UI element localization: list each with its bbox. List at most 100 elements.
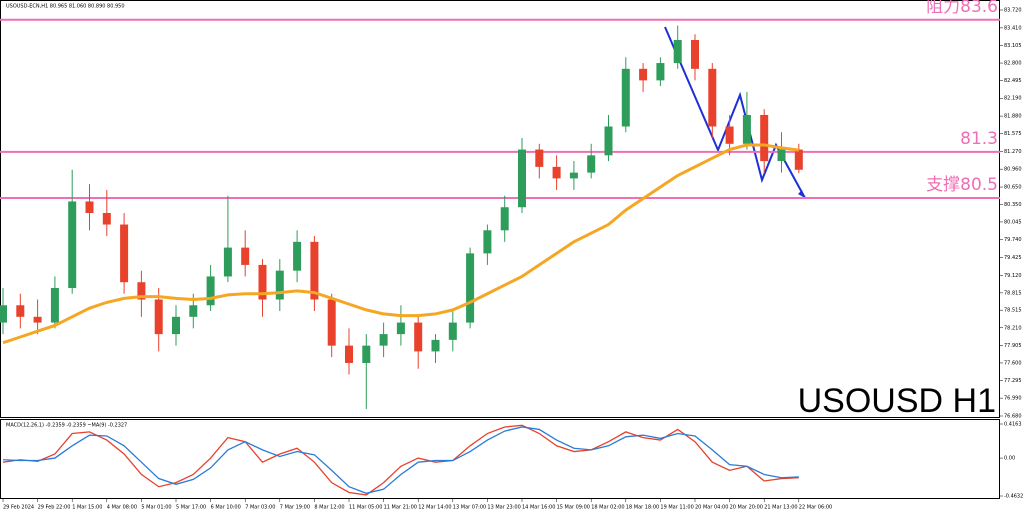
y-tick-label: 81.270 bbox=[1004, 149, 1022, 155]
chart-title: USOUSD-ECN,H1 80.965 81.060 80.890 80.95… bbox=[6, 4, 125, 10]
candle-body bbox=[500, 207, 509, 231]
y-tick-label: 78.515 bbox=[1004, 308, 1022, 314]
y-tick-label: 78.210 bbox=[1004, 325, 1022, 331]
candle-body bbox=[362, 345, 371, 363]
x-tick-label: 7 Mar 03:00 bbox=[245, 505, 275, 511]
x-tick-label: 22 Mar 06:00 bbox=[799, 505, 832, 511]
x-tick-label: 15 Mar 09:00 bbox=[557, 505, 590, 511]
candle-body bbox=[345, 345, 353, 363]
candle-body bbox=[760, 114, 769, 162]
x-tick-label: 5 Mar 01:00 bbox=[141, 505, 171, 511]
y-tick-label: 76.990 bbox=[1004, 396, 1022, 402]
x-tick-label: 7 Mar 19:00 bbox=[280, 505, 310, 511]
candle-body bbox=[604, 126, 613, 156]
candle-body bbox=[258, 264, 267, 300]
candle-body bbox=[535, 149, 544, 167]
x-tick-label: 13 Mar 23:00 bbox=[487, 505, 520, 511]
candle-body bbox=[466, 253, 475, 323]
watermark: USOUSD H1 bbox=[798, 382, 996, 420]
y-tick-label: 76.680 bbox=[1004, 414, 1022, 420]
candle-body bbox=[223, 247, 232, 277]
y-tick-label: 77.295 bbox=[1004, 378, 1022, 384]
candle-body bbox=[639, 68, 648, 81]
candle-body bbox=[708, 68, 717, 127]
candle-body bbox=[742, 114, 751, 144]
x-tick-label: 18 Mar 02:00 bbox=[591, 505, 624, 511]
candle-body bbox=[777, 149, 786, 162]
y-tick-label: 78.815 bbox=[1004, 290, 1022, 296]
y-tick-label: 79.120 bbox=[1004, 273, 1022, 279]
candle-body bbox=[85, 201, 94, 213]
x-tick-label: 8 Mar 12:00 bbox=[314, 505, 344, 511]
x-tick-label: 12 Mar 14:00 bbox=[418, 505, 451, 511]
y-tick-label: 82.495 bbox=[1004, 78, 1022, 84]
y-tick-label: 83.720 bbox=[1004, 8, 1022, 14]
x-tick-label: 14 Mar 16:00 bbox=[522, 505, 555, 511]
x-tick-label: 20 Mar 20:00 bbox=[730, 505, 763, 511]
y-tick-label: 83.410 bbox=[1004, 25, 1022, 31]
main-frame bbox=[0, 0, 1000, 418]
macd-tick-label: 0.4163 bbox=[1004, 422, 1022, 428]
x-tick-label: 21 Mar 13:00 bbox=[764, 505, 797, 511]
candle-body bbox=[518, 149, 526, 208]
x-tick-label: 6 Mar 10:00 bbox=[211, 505, 241, 511]
y-tick-label: 77.905 bbox=[1004, 343, 1022, 349]
y-tick-label: 80.650 bbox=[1004, 185, 1022, 191]
macd-line bbox=[2, 424, 799, 496]
candle-body bbox=[241, 247, 250, 265]
level-label: 支撑80.5 bbox=[926, 175, 998, 195]
candle-body bbox=[68, 201, 77, 288]
candle-body bbox=[725, 126, 734, 144]
candle-body bbox=[16, 305, 25, 317]
candle-body bbox=[656, 63, 665, 81]
level-label: 81.3 bbox=[960, 129, 998, 149]
x-tick-label: 19 Mar 11:00 bbox=[660, 505, 693, 511]
y-tick-label: 80.045 bbox=[1004, 219, 1022, 225]
candle-body bbox=[396, 322, 405, 335]
candle-body bbox=[448, 322, 457, 340]
x-tick-label: 5 Mar 17:00 bbox=[176, 505, 206, 511]
candle-body bbox=[414, 322, 423, 352]
x-tick-label: 13 Mar 07:00 bbox=[453, 505, 486, 511]
x-tick-label: 4 Mar 08:00 bbox=[107, 505, 137, 511]
candle-body bbox=[293, 241, 302, 271]
candle-body bbox=[137, 282, 146, 300]
candle-body bbox=[33, 316, 42, 323]
candle-body bbox=[673, 39, 682, 64]
y-tick-label: 81.575 bbox=[1004, 131, 1022, 137]
candle-body bbox=[0, 305, 7, 323]
y-tick-label: 83.105 bbox=[1004, 43, 1022, 49]
candle-body bbox=[431, 339, 440, 352]
y-tick-label: 81.880 bbox=[1004, 114, 1022, 120]
candle-body bbox=[310, 241, 319, 300]
x-tick-label: 1 Mar 15:00 bbox=[72, 505, 102, 511]
candle-body bbox=[794, 149, 803, 170]
x-tick-label: 11 Mar 05:00 bbox=[349, 505, 382, 511]
candle-body bbox=[587, 155, 596, 173]
x-tick-label: 20 Mar 04:00 bbox=[695, 505, 728, 511]
y-tick-label: 79.740 bbox=[1004, 237, 1022, 243]
candle-body bbox=[154, 299, 163, 335]
x-tick-label: 11 Mar 21:00 bbox=[384, 505, 417, 511]
candle-body bbox=[379, 334, 388, 346]
macd-title: MACD(12,26,1) -0.2359 -0.2359 ~MA(9) -0.… bbox=[6, 423, 127, 429]
candle-body bbox=[172, 316, 180, 335]
candle-body bbox=[691, 39, 699, 69]
y-tick-label: 82.190 bbox=[1004, 96, 1022, 102]
candle-body bbox=[552, 166, 561, 179]
candle-body bbox=[189, 305, 198, 317]
moving-average bbox=[2, 143, 799, 345]
x-tick-label: 18 Mar 18:00 bbox=[626, 505, 659, 511]
macd-tick-label: -0.4632 bbox=[1004, 494, 1023, 500]
candle-body bbox=[102, 213, 111, 225]
candle-body bbox=[327, 299, 336, 346]
level-label: 阻力83.6 bbox=[926, 0, 998, 17]
candle-body bbox=[275, 270, 284, 300]
candle-body bbox=[206, 276, 215, 306]
candle-body bbox=[621, 68, 630, 127]
x-tick-label: 29 Feb 2024 bbox=[3, 505, 34, 511]
y-tick-label: 80.960 bbox=[1004, 167, 1022, 173]
candle-body bbox=[50, 287, 59, 323]
y-tick-label: 77.600 bbox=[1004, 360, 1022, 366]
